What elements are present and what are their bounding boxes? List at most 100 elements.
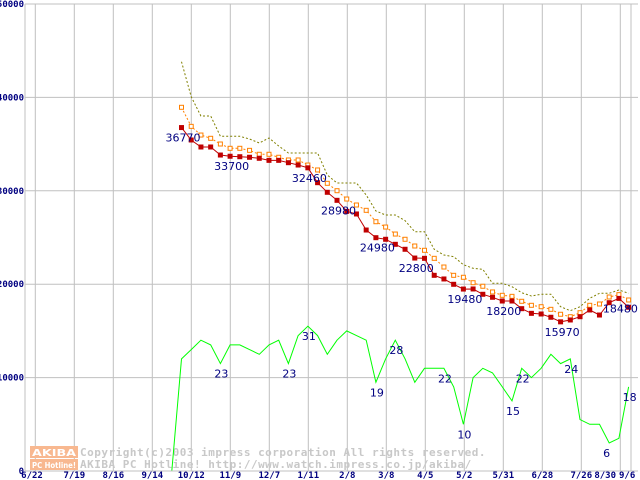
x-tick-label: 8/16 <box>102 471 124 480</box>
y-tick-label: 20000 <box>0 280 24 290</box>
y-tick-label: 0 <box>19 467 24 477</box>
count-data-label: 24 <box>564 363 578 376</box>
x-axis-ticks: 6/22 7/19 8/16 9/14 10/12 11/9 12/7 1/11 2/8 3/8 4… <box>21 471 635 480</box>
average-point <box>402 236 408 242</box>
logo-bottom-text: PC Hotline! <box>32 461 76 470</box>
series-min <box>179 125 632 325</box>
min-point <box>519 306 525 312</box>
y-tick-label: 40000 <box>0 93 24 103</box>
y-axis-ticks: 50000 40000 30000 20000 10000 0 <box>0 0 24 477</box>
min-point <box>480 291 486 297</box>
price-data-label: 22800 <box>399 262 434 275</box>
x-tick-label: 2/8 <box>339 471 355 480</box>
average-point <box>499 292 505 298</box>
min-point <box>606 300 612 306</box>
min-point <box>256 155 262 161</box>
x-tick-label: 6/28 <box>531 471 553 480</box>
x-tick-label: 1/11 <box>297 471 319 480</box>
average-point <box>256 151 262 157</box>
average-point <box>383 224 389 230</box>
count-data-label: 15 <box>506 405 520 418</box>
average-point <box>179 104 184 110</box>
min-point <box>208 144 214 150</box>
min-point <box>276 157 282 163</box>
average-point <box>441 264 447 270</box>
min-point <box>247 154 253 160</box>
average-point <box>606 294 612 300</box>
min-point <box>383 236 389 242</box>
min-point <box>373 235 379 241</box>
average-line <box>181 107 629 318</box>
min-point <box>324 189 330 195</box>
min-point <box>353 211 359 217</box>
count-data-label: 19 <box>370 386 384 399</box>
grid <box>25 3 638 472</box>
average-point <box>519 298 525 304</box>
count-data-label: 23 <box>282 368 296 381</box>
y-tick-label: 50000 <box>0 0 24 10</box>
average-point <box>538 304 544 310</box>
min-point <box>392 241 398 247</box>
average-point <box>237 145 243 151</box>
count-data-label: 22 <box>516 372 530 385</box>
min-point <box>198 144 204 150</box>
min-point <box>179 125 184 131</box>
count-data-label: 18 <box>623 391 637 404</box>
average-point <box>353 202 359 208</box>
min-point <box>315 180 321 186</box>
x-tick-label: 10/12 <box>178 471 205 480</box>
count-data-label: 31 <box>302 330 316 343</box>
price-data-label: 28980 <box>321 204 356 217</box>
price-data-label: 18480 <box>603 302 638 315</box>
min-point <box>558 319 564 325</box>
average-point <box>460 274 466 280</box>
count-data-label: 22 <box>438 372 452 385</box>
count-data-label: 28 <box>389 344 403 357</box>
min-point <box>422 255 427 261</box>
min-point <box>237 154 243 160</box>
average-point <box>344 196 350 202</box>
min-point <box>596 312 602 318</box>
y-tick-label: 10000 <box>0 374 24 384</box>
min-point <box>626 304 632 310</box>
data-labels: 36770 33700 32460 28980 24980 22800 19480 18200… <box>166 132 638 460</box>
min-point <box>616 295 622 301</box>
average-point <box>470 280 476 286</box>
average-point <box>266 151 272 157</box>
average-point <box>363 207 369 213</box>
average-point <box>431 255 437 261</box>
y-tick-label: 30000 <box>0 187 24 197</box>
average-point <box>490 289 496 295</box>
x-tick-label: 9/14 <box>141 471 163 480</box>
min-point <box>305 165 311 171</box>
max-line <box>181 61 629 312</box>
logo-top-box <box>30 446 78 458</box>
price-data-label: 33700 <box>214 160 249 173</box>
min-point <box>460 286 466 292</box>
min-point <box>499 298 505 304</box>
min-point <box>266 157 272 163</box>
min-point <box>217 152 223 158</box>
logo-bottom-box <box>30 459 78 470</box>
series-max <box>181 61 629 312</box>
x-tick-label: 9/6 <box>619 471 635 480</box>
average-point <box>587 302 593 308</box>
average-point <box>247 147 253 153</box>
min-point <box>363 227 369 233</box>
average-point <box>392 231 398 237</box>
price-data-label: 15970 <box>545 326 580 339</box>
average-point <box>509 293 515 299</box>
min-point <box>470 286 476 292</box>
site-url-text: AKIBA PC Hotline! http://www.watch.impre… <box>80 458 472 471</box>
average-point <box>334 188 340 194</box>
average-point <box>577 310 583 316</box>
average-point <box>295 157 301 163</box>
min-point <box>509 298 515 304</box>
average-point <box>412 243 418 249</box>
series-average <box>179 104 632 320</box>
series-layer <box>26 61 632 472</box>
copyright-text: Copyright(c)2003 impress corporation All… <box>80 446 486 459</box>
price-data-label: 24980 <box>360 242 395 255</box>
min-point <box>295 162 301 168</box>
average-point <box>188 123 194 129</box>
